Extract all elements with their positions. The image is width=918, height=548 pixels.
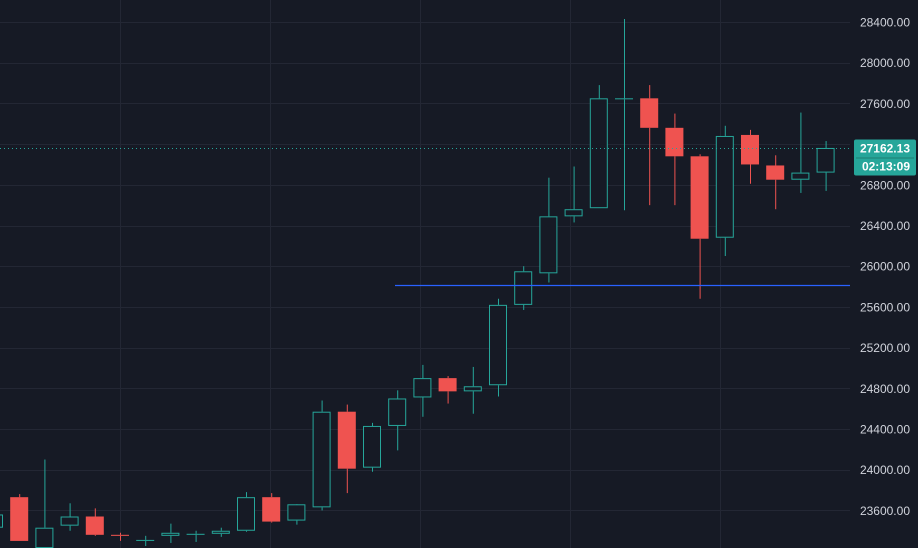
candle-body [640,98,659,128]
candle-up [186,530,205,542]
candle-body [10,497,29,541]
candle-body [287,504,306,521]
y-tick-label: 26000.00 [860,260,910,274]
candles [0,18,835,548]
grid [0,0,850,548]
candle-down [111,532,129,541]
y-tick-label: 25600.00 [860,300,910,314]
candle-down [262,493,281,523]
candle-body [816,147,835,173]
candle-up [35,459,54,548]
candle-up [715,125,734,257]
candle-down [766,155,785,210]
candle-body [665,127,684,157]
candle-body [438,378,457,392]
candle-body [463,386,482,392]
y-tick-label: 26800.00 [860,178,910,192]
candle-up [564,166,583,223]
candle-up [161,523,180,543]
y-tick-label: 24000.00 [860,463,910,477]
candle-down [438,376,457,404]
candle-body [211,530,230,534]
candle-body [237,497,255,531]
candle-up [489,298,507,397]
y-tick-label: 25200.00 [860,341,910,355]
candle-up [589,85,608,209]
candle-body [413,378,432,398]
candle-body [312,411,331,508]
candle-up [463,366,482,414]
candle-up [539,177,558,283]
candle-up [363,422,381,472]
y-tick-label: 24400.00 [860,423,910,437]
candle-down [85,508,104,536]
y-tick-label: 26400.00 [860,219,910,233]
candle-body [564,209,583,217]
candle-down [665,113,684,206]
candle-body [791,172,810,180]
candle-body [0,514,3,528]
countdown-label: 02:13:09 [862,160,910,174]
candle-body [262,497,281,522]
candle-body [514,271,533,305]
current-price-label: 27162.13 [860,142,910,156]
candle-body [337,411,356,469]
candle-up [791,112,810,193]
candle-up [615,18,633,211]
candle-down [690,154,709,299]
candle-body [35,527,54,548]
candle-body [363,425,381,468]
candle-body [741,134,759,165]
candle-up [816,141,835,191]
candle-body [489,304,507,386]
candle-up [237,492,255,532]
candle-down [640,85,659,206]
candle-down [10,494,29,541]
candle-body [85,516,104,535]
candle-up [514,266,533,310]
candle-up [413,364,432,417]
y-tick-label: 23600.00 [860,504,910,518]
candle-up [211,527,230,537]
y-tick-label: 28400.00 [860,16,910,30]
candle-up [287,504,306,525]
candle-up [136,535,155,547]
candle-up [0,514,3,528]
candle-up [388,390,407,451]
y-tick-label: 28000.00 [860,56,910,70]
y-tick-label: 27600.00 [860,97,910,111]
candle-body [539,216,558,274]
candle-up [60,503,79,531]
candle-down [741,129,759,184]
candle-up [312,400,331,511]
candle-body [589,98,608,209]
price-axis[interactable]: 28400.0028000.0027600.0027200.0026800.00… [860,16,910,518]
candle-body [690,156,709,239]
candle-down [337,404,356,494]
candle-body [766,165,785,180]
candle-body [388,398,407,426]
y-tick-label: 24800.00 [860,382,910,396]
candle-body [715,135,734,238]
current-price-tag: 27162.13 02:13:09 [854,139,916,176]
candle-body [60,516,79,526]
candle-body [111,534,129,536]
candle-body [161,532,180,536]
